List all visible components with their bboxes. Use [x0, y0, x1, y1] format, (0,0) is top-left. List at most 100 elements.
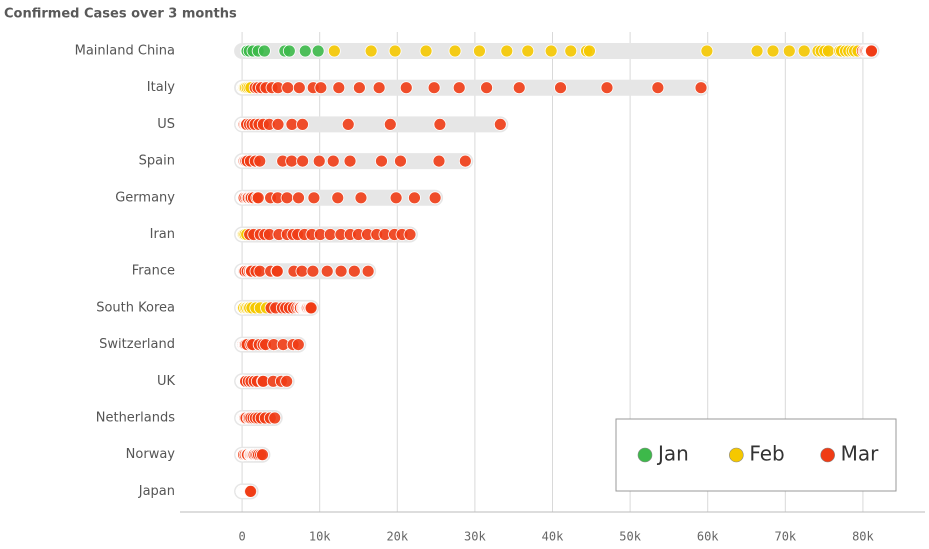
legend-box	[615, 418, 897, 492]
data-dot	[326, 154, 340, 168]
data-dot	[554, 81, 567, 95]
data-dot	[383, 118, 397, 131]
data-dot	[512, 81, 526, 95]
data-dot	[388, 44, 402, 58]
data-dot	[253, 154, 267, 168]
data-dot	[448, 44, 462, 58]
data-dot	[334, 264, 348, 278]
data-dot	[291, 338, 305, 352]
data-dot	[750, 44, 764, 58]
data-dot	[332, 81, 346, 95]
legend-label: Jan	[656, 442, 689, 466]
data-dot	[343, 154, 357, 168]
data-dot	[311, 44, 325, 58]
category-label: Netherlands	[96, 411, 175, 426]
legend-swatch	[637, 447, 653, 463]
data-dot	[347, 264, 361, 278]
data-dot	[270, 264, 284, 278]
category-label: South Korea	[96, 300, 175, 315]
chart-title: Confirmed Cases over 3 months	[4, 7, 237, 22]
category-label: US	[157, 117, 175, 132]
data-dot	[312, 154, 326, 168]
category-label: Mainland China	[75, 44, 175, 59]
legend-label: Mar	[841, 442, 880, 466]
legend-swatch	[729, 447, 744, 463]
x-tick-label: 80k	[852, 530, 874, 544]
data-dot	[372, 81, 386, 95]
x-tick-label: 30k	[464, 530, 486, 544]
data-dot	[427, 81, 441, 95]
data-dot	[583, 44, 596, 58]
x-tick-label: 50k	[619, 530, 641, 544]
data-dot	[244, 484, 258, 498]
data-dot	[500, 44, 514, 58]
data-dot	[271, 118, 285, 131]
data-dot	[258, 44, 271, 58]
data-dot	[292, 81, 306, 95]
data-dot	[521, 44, 535, 58]
data-dot	[331, 191, 345, 205]
data-dot	[766, 44, 780, 58]
data-dot	[797, 44, 811, 58]
category-label: Spain	[139, 154, 175, 169]
category-label: UK	[157, 374, 176, 389]
x-tick-label: 0	[238, 530, 245, 544]
data-dot	[307, 191, 321, 205]
data-dot	[296, 118, 309, 131]
data-dot	[473, 44, 486, 58]
data-dot	[327, 44, 341, 58]
data-dot	[600, 81, 614, 95]
data-dot	[544, 44, 558, 58]
data-dot	[821, 44, 835, 58]
data-dot	[564, 44, 578, 58]
data-dot	[280, 374, 294, 388]
data-dot	[375, 154, 388, 168]
data-dot	[432, 154, 446, 168]
data-dot	[295, 264, 309, 278]
x-tick-label: 70k	[774, 530, 796, 544]
category-label: France	[132, 264, 175, 279]
data-dot	[364, 44, 378, 58]
data-dot	[320, 264, 334, 278]
category-label: Italy	[147, 80, 176, 95]
data-dot	[304, 301, 318, 315]
category-label: Switzerland	[99, 337, 175, 352]
range-bar	[234, 79, 710, 96]
data-dot	[352, 81, 366, 95]
data-dot	[700, 44, 714, 58]
data-dot	[285, 154, 299, 168]
category-label: Iran	[150, 227, 175, 242]
data-dot	[354, 191, 368, 205]
data-dot	[251, 191, 265, 205]
category-label: Japan	[138, 484, 175, 499]
data-dot	[865, 44, 878, 58]
data-dot	[282, 44, 296, 58]
data-dot	[268, 411, 282, 425]
data-dot	[428, 191, 442, 205]
data-dot	[694, 81, 708, 95]
legend-swatch	[820, 447, 835, 463]
data-dot	[389, 191, 403, 205]
data-dot	[480, 81, 493, 95]
data-dot	[280, 191, 294, 205]
data-dot	[341, 118, 355, 131]
x-tick-label: 60k	[697, 530, 719, 544]
data-dot	[314, 81, 328, 95]
category-label: Norway	[126, 447, 176, 462]
data-dot	[298, 44, 312, 58]
category-label: Germany	[115, 190, 175, 205]
x-tick-label: 10k	[309, 530, 331, 544]
data-dot	[782, 44, 796, 58]
data-dot	[281, 81, 295, 95]
data-dot	[408, 191, 421, 205]
data-dot	[452, 81, 466, 95]
data-dot	[458, 154, 472, 168]
x-tick-label: 40k	[542, 530, 564, 544]
data-dot	[403, 228, 417, 241]
x-tick-label: 20k	[386, 530, 408, 544]
data-dot	[651, 81, 665, 95]
data-dot	[394, 154, 407, 168]
data-dot	[296, 154, 309, 168]
legend-label: Feb	[749, 442, 784, 466]
